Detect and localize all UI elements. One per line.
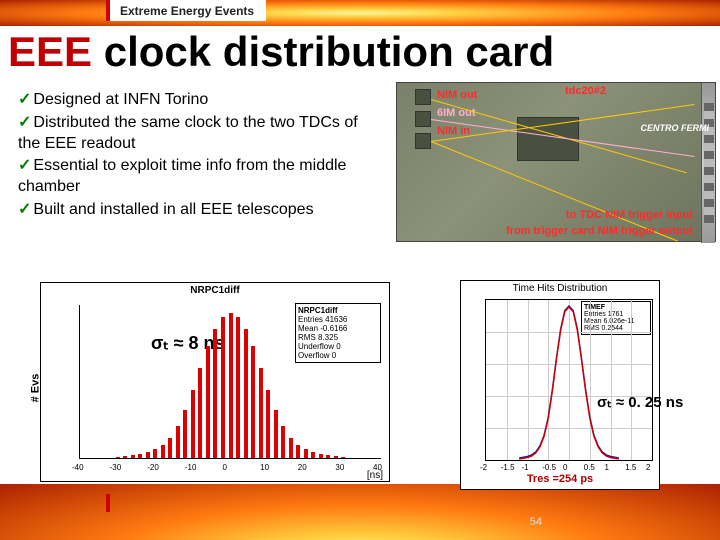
hist1-bar [274,410,278,458]
hist1-bar [266,390,270,458]
hist2-xtick: 1.5 [625,463,636,472]
hist1-bar [138,454,142,458]
hist2-xtick: -1 [522,463,529,472]
hist1-bar [326,455,330,458]
histogram-after: Time Hits Distribution TIMEF Entries 176… [460,280,660,490]
header-tab: Extreme Energy Events [106,0,266,21]
bullet-item: ✓Essential to exploit time info from the… [18,156,376,198]
hist2-xtick: 0 [563,463,567,472]
hw-port [415,133,431,149]
check-icon: ✓ [18,201,31,218]
hardware-photo: tdc20#2 NIM out 6IM out NIM in CENTRO FE… [396,82,716,242]
bullet-item: ✓Designed at INFN Torino [18,90,376,111]
hw-label-6im-out: 6IM out [437,107,476,119]
hist1-bar [183,410,187,458]
hw-port [415,89,431,105]
hist2-xtick: -0.5 [542,463,556,472]
hist1-bar [304,449,308,458]
bullet-text: Distributed the same clock to the two TD… [18,114,358,152]
hist1-bar [153,449,157,458]
hist1-xtick: 40 [373,463,382,472]
hist1-xtick: 10 [260,463,269,472]
hist1-ylabel: # Evs [29,374,41,403]
hist2-plot-area: -2-1.5-1-0.500.511.52 [485,299,653,461]
hw-label-tdc2: tdc20#2 [565,85,606,97]
hist1-bar [206,346,210,458]
hist1-bar [289,438,293,458]
hist1-bar [131,455,135,458]
histogram-before: NRPC1diff # Evs [ns] NRPC1diff Entries 4… [40,282,390,482]
check-icon: ✓ [18,91,31,108]
hist1-xtick: -20 [147,463,159,472]
hist1-bar [296,445,300,458]
hist1-bar [311,452,315,458]
hist1-xtick: -10 [185,463,197,472]
hw-label-to-tdc: to TDC NIM trigger input [566,209,693,221]
hw-connector-panel [701,83,715,243]
hist2-curve [486,300,652,460]
hist1-xtick: 30 [335,463,344,472]
hist1-bar [146,452,150,458]
hist2-xtick: -2 [480,463,487,472]
hist1-bar [123,456,127,458]
hist1-bar [176,426,180,458]
hist1-bar [161,445,165,458]
check-icon: ✓ [18,157,31,174]
hist1-xtick: -40 [72,463,84,472]
hist1-bar [251,346,255,458]
hist1-xtick: -30 [110,463,122,472]
hist1-bar [191,390,195,458]
hist2-xtick: 1 [605,463,609,472]
hist1-bar [236,317,240,458]
hist1-title: NRPC1diff [190,285,239,296]
bullet-text: Built and installed in all EEE telescope… [33,201,313,218]
hist1-bar [319,454,323,458]
hist1-bar [168,438,172,458]
hist1-bar [259,368,263,458]
hist1-bar [229,313,233,458]
title-acronym: EEE [8,28,92,75]
hist2-xtick: -1.5 [501,463,515,472]
hist1-bar [198,368,202,458]
bullet-text: Designed at INFN Torino [33,91,208,108]
hw-label-nim-out: NIM out [437,89,477,101]
hist1-xtick: 0 [223,463,227,472]
bottom-sun-strip [0,484,720,540]
hist1-bar [221,317,225,458]
bullet-item: ✓Built and installed in all EEE telescop… [18,200,376,221]
bullet-list: ✓Designed at INFN Torino ✓Distributed th… [18,90,376,223]
hist1-plot-area: -40-30-20-10010203040 [79,305,381,459]
hist1-bar [334,456,338,458]
hist1-bar [213,329,217,458]
footer-red-bar [106,494,110,512]
title-rest: clock distribution card [92,28,554,75]
hist2-result: Tres =254 ps [527,473,593,485]
hist2-xtick: 0.5 [584,463,595,472]
slide-title: EEE clock distribution card [8,30,554,74]
hist1-bar [116,457,120,458]
bullet-text: Essential to exploit time info from the … [18,157,346,195]
hw-label-from-card: from trigger card NIM trigger output [506,225,693,237]
hist1-bar [341,457,345,458]
check-icon: ✓ [18,114,31,131]
hw-logo: CENTRO FERMI [641,123,710,133]
hist1-bar [281,426,285,458]
hist1-bar [244,329,248,458]
hist1-xtick: 20 [298,463,307,472]
page-number: 54 [530,516,542,528]
hist2-sigma: σₜ ≈ 0. 25 ns [597,393,707,411]
bullet-item: ✓Distributed the same clock to the two T… [18,113,376,155]
hist2-title: Time Hits Distribution [513,283,608,294]
hw-port [415,111,431,127]
hist2-xtick: 2 [646,463,650,472]
